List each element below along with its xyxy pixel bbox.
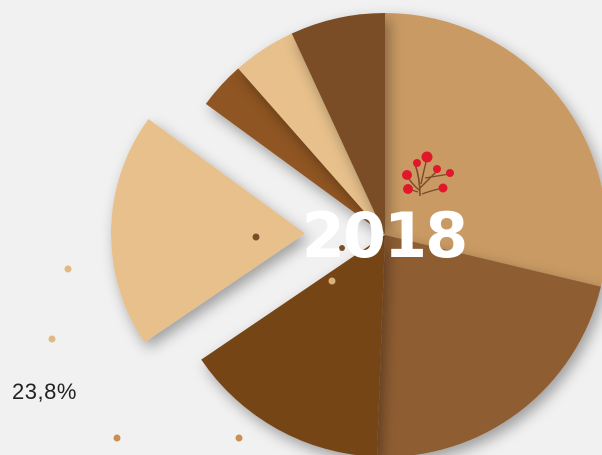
dot (64, 265, 72, 273)
year-label: 2018 (302, 199, 467, 272)
dot (339, 245, 345, 251)
pie-slice (377, 235, 601, 455)
dot (252, 233, 260, 241)
pie-slice (205, 68, 385, 236)
dot (235, 434, 243, 442)
pie-slice (238, 33, 385, 236)
dot (48, 335, 56, 343)
decorative-dots (48, 233, 345, 442)
pie-slice (291, 13, 385, 235)
pie-slice-exploded (111, 118, 306, 343)
dot (328, 277, 336, 285)
pie-slice (201, 235, 385, 455)
pie-slices (111, 13, 602, 455)
slice-percentage-label: 23,8% (12, 379, 77, 404)
dot (113, 434, 121, 442)
red-berry-branch-icon (402, 151, 454, 197)
pie-slice (385, 13, 602, 287)
